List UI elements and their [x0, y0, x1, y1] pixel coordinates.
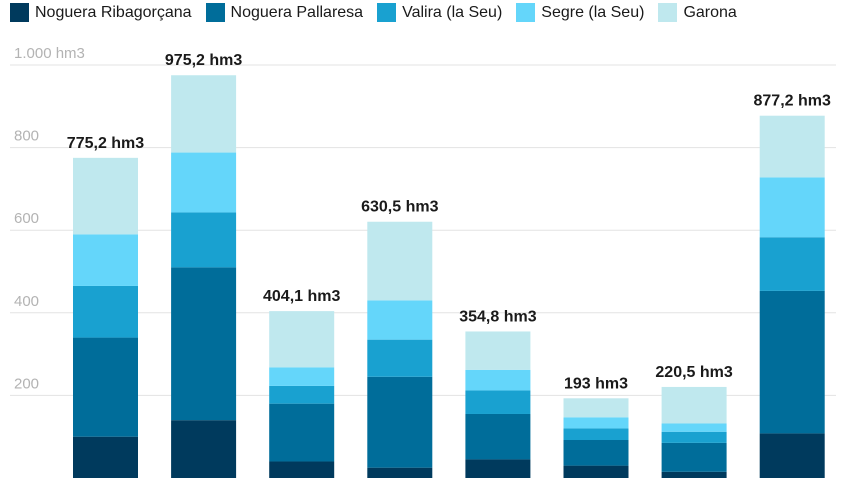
bar-segment — [563, 465, 629, 478]
legend-swatch — [205, 3, 225, 22]
bar-segment — [171, 75, 237, 153]
legend-label: Garona — [683, 3, 737, 21]
bar-segment — [563, 398, 629, 418]
bar-segment — [465, 369, 531, 391]
legend-item-segre: Segre (la Seu) — [516, 3, 644, 22]
bar-segment — [465, 459, 531, 478]
bar-segment — [73, 285, 138, 338]
bar-segment — [269, 461, 335, 478]
bar-segment — [367, 300, 433, 340]
legend-item-valira: Valira (la Seu) — [377, 3, 502, 22]
bar-segment — [269, 403, 335, 462]
legend-label: Noguera Ribagorçana — [35, 3, 192, 21]
bar-segment — [73, 337, 138, 437]
y-tick-label: 1.000 hm3 — [14, 45, 85, 62]
bar-total-label: 404,1 hm3 — [263, 288, 340, 305]
legend-item-noguera-ribagorcana: Noguera Ribagorçana — [10, 3, 192, 22]
chart-legend: Noguera Ribagorçana Noguera Pallaresa Va… — [10, 3, 751, 22]
bars — [73, 75, 825, 478]
bar-segment — [759, 237, 825, 291]
bar-total-label: 775,2 hm3 — [67, 135, 144, 152]
legend-swatch — [377, 3, 397, 22]
bar-segment — [171, 152, 237, 213]
legend-label: Segre (la Seu) — [541, 3, 645, 21]
legend-swatch — [516, 3, 536, 22]
legend-swatch — [658, 3, 678, 22]
legend-item-garona: Garona — [658, 3, 737, 22]
bar-segment — [171, 212, 237, 268]
bar-segment — [563, 417, 629, 429]
y-tick-label: 800 — [14, 128, 39, 145]
bar-total-label: 220,5 hm3 — [655, 364, 732, 381]
bar-segment — [759, 177, 825, 238]
legend-label: Valira (la Seu) — [402, 3, 503, 21]
bar-total-label: 354,8 hm3 — [459, 308, 536, 325]
y-tick-label: 600 — [14, 210, 39, 227]
bar-total-label: 975,2 hm3 — [165, 52, 242, 69]
bar-segment — [661, 442, 727, 472]
bar-segment — [367, 376, 433, 468]
bar-segment — [759, 115, 825, 178]
y-tick-label: 400 — [14, 293, 39, 310]
bar-segment — [171, 420, 237, 478]
bar-segment — [73, 234, 138, 286]
bar-total-label: 193 hm3 — [564, 375, 628, 392]
bar-total-label: 877,2 hm3 — [754, 93, 831, 110]
bar-segment — [269, 311, 335, 368]
bar-segment — [367, 467, 433, 478]
bar-segment — [73, 157, 138, 235]
total-labels: 775,2 hm3 975,2 hm3 404,1 hm3 630,5 hm3 354,… — [67, 52, 831, 392]
bar-segment — [759, 290, 825, 434]
bar-segment — [269, 367, 335, 386]
bar-segment — [367, 221, 433, 301]
legend-swatch — [10, 3, 29, 22]
bar-segment — [269, 385, 335, 404]
legend-label: Noguera Pallaresa — [230, 3, 364, 21]
bar-segment — [73, 436, 138, 478]
bar-segment — [563, 428, 629, 441]
bar-segment — [661, 423, 727, 432]
bar-segment — [465, 390, 531, 414]
y-tick-label: 200 — [14, 375, 39, 392]
bar-segment — [661, 471, 727, 478]
y-axis-ticks: 200 400 600 800 1.000 hm3 — [14, 45, 85, 392]
bar-segment — [465, 413, 531, 460]
bar-segment — [563, 440, 629, 466]
bar-segment — [171, 267, 237, 421]
bar-segment — [759, 433, 825, 478]
legend-item-noguera-pallaresa: Noguera Pallaresa — [205, 3, 364, 22]
bar-segment — [465, 331, 531, 370]
bar-total-label: 630,5 hm3 — [361, 199, 438, 216]
bar-segment — [661, 431, 727, 443]
bar-segment — [367, 339, 433, 377]
bar-segment — [661, 386, 727, 424]
